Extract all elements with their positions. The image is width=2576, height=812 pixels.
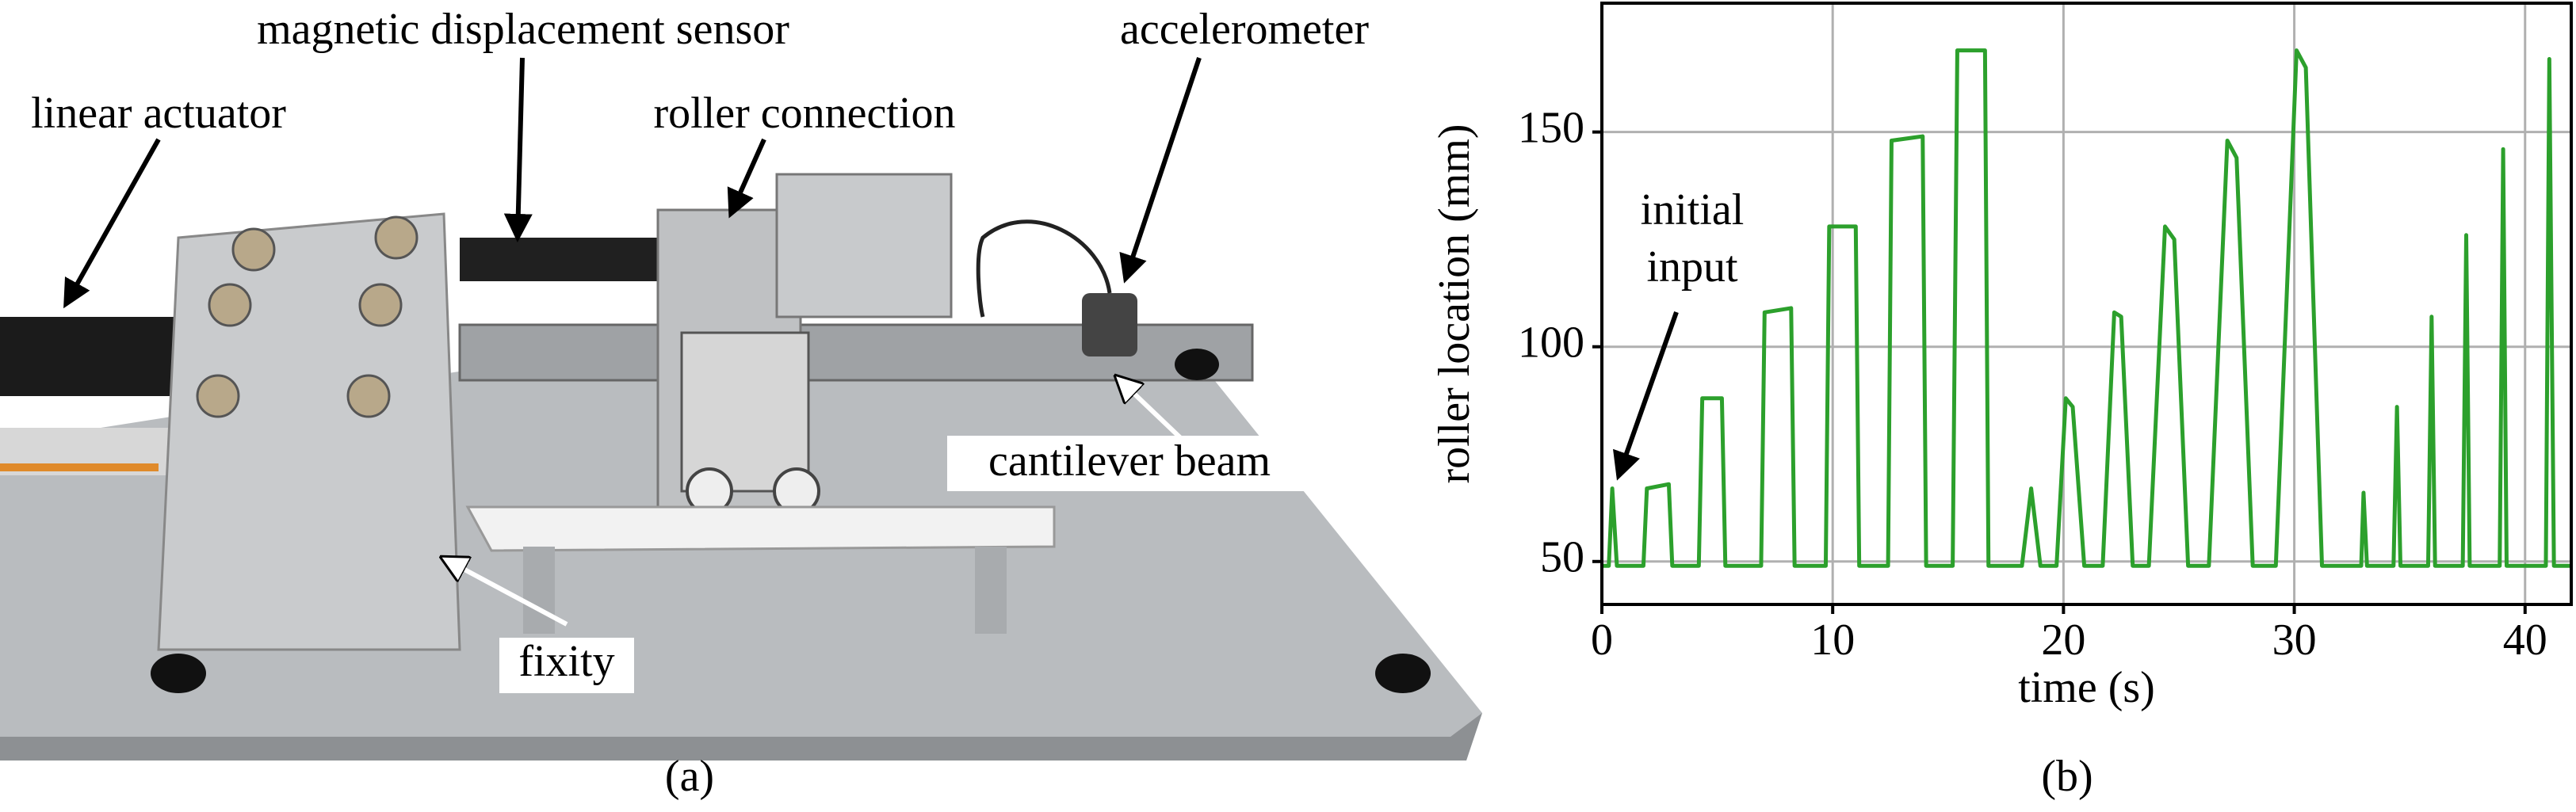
support <box>523 547 555 634</box>
label-box <box>947 436 1312 491</box>
x-tick-label: 0 <box>1591 616 1613 665</box>
foot <box>1375 654 1431 693</box>
photo: magnetic displacement sensor acceleromet… <box>0 5 1482 801</box>
accelerometer-body <box>1082 293 1137 356</box>
foot <box>151 654 206 693</box>
x-axis-label: time (s) <box>2018 663 2155 712</box>
plate-edge <box>0 713 1482 761</box>
x-tick-label: 10 <box>1810 616 1855 665</box>
rail-stripe <box>0 463 159 471</box>
annotation: initial <box>1641 185 1745 234</box>
foot <box>1175 349 1219 380</box>
arrow <box>503 57 533 242</box>
roller-frame <box>680 331 810 493</box>
y-tick-label: 50 <box>1540 533 1584 582</box>
bolts <box>196 215 419 418</box>
annotation-arrow <box>1613 311 1679 481</box>
arrow <box>1118 378 1189 446</box>
caption: (a) <box>665 752 714 801</box>
photo-label: accelerometer <box>1120 5 1369 54</box>
label-box <box>499 638 634 693</box>
arrow <box>444 558 568 627</box>
x-tick-label: 40 <box>2503 616 2547 665</box>
fixity-block <box>157 212 461 651</box>
arrow <box>727 138 766 219</box>
x-tick-label: 20 <box>2041 616 2085 665</box>
chart: 50 100 150 0 10 20 30 40 time (s) roller location… <box>1430 2 2573 801</box>
support <box>975 547 1007 634</box>
caption: (b) <box>2041 752 2093 801</box>
arrow <box>1119 57 1202 284</box>
y-tick-label: 150 <box>1518 103 1584 152</box>
y-axis-label: roller location (mm) <box>1430 124 1479 483</box>
data-line <box>1602 48 2571 568</box>
arrow <box>63 138 161 309</box>
cable <box>976 219 1112 318</box>
plot-frame <box>1600 2 2573 606</box>
white-guide <box>465 505 1056 552</box>
photo-label: linear actuator <box>31 89 286 138</box>
annotation: input <box>1646 242 1738 292</box>
photo-label: roller connection <box>654 89 956 138</box>
photo-label: fixity <box>518 637 614 686</box>
photo-label: cantilever beam <box>988 436 1271 486</box>
y-tick-label: 100 <box>1518 318 1584 368</box>
sensor-mount <box>775 173 953 318</box>
photo-label: magnetic displacement sensor <box>257 5 789 54</box>
x-tick-label: 30 <box>2272 616 2317 665</box>
